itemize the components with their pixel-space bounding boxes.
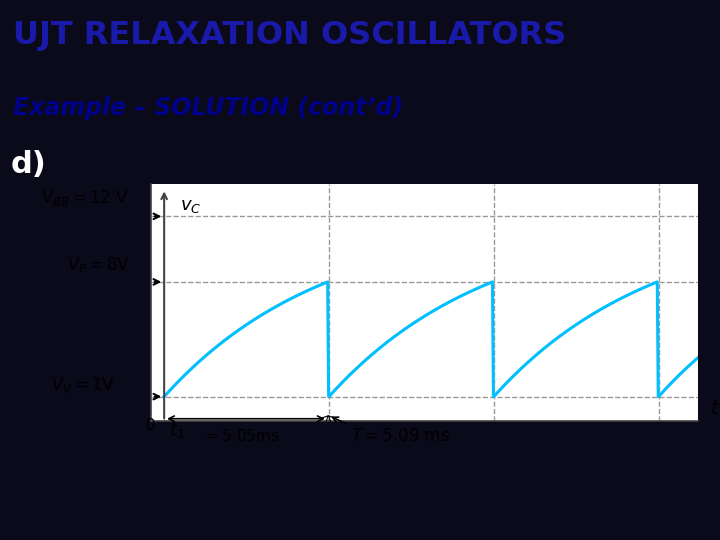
Text: $= 5.05\mathrm{ms}$: $= 5.05\mathrm{ms}$ bbox=[203, 428, 280, 444]
Text: $V_P = 8\mathrm{V}$: $V_P = 8\mathrm{V}$ bbox=[67, 255, 130, 275]
Text: d): d) bbox=[10, 150, 46, 179]
Text: $T = 5.09\ \mathrm{ms}$: $T = 5.09\ \mathrm{ms}$ bbox=[351, 427, 450, 444]
Text: $t$: $t$ bbox=[710, 399, 720, 417]
Text: $v_C$: $v_C$ bbox=[180, 197, 202, 215]
Text: $0$: $0$ bbox=[145, 417, 156, 433]
Text: $V_V = 1\mathrm{V}$: $V_V = 1\mathrm{V}$ bbox=[51, 375, 115, 395]
Text: $t_1$: $t_1$ bbox=[169, 420, 185, 440]
Text: $V_{BB} = 12\ \mathrm{V}$: $V_{BB} = 12\ \mathrm{V}$ bbox=[41, 188, 129, 208]
Text: UJT RELAXATION OSCILLATORS: UJT RELAXATION OSCILLATORS bbox=[13, 19, 566, 51]
Text: Example – SOLUTION (cont’d): Example – SOLUTION (cont’d) bbox=[13, 96, 403, 120]
